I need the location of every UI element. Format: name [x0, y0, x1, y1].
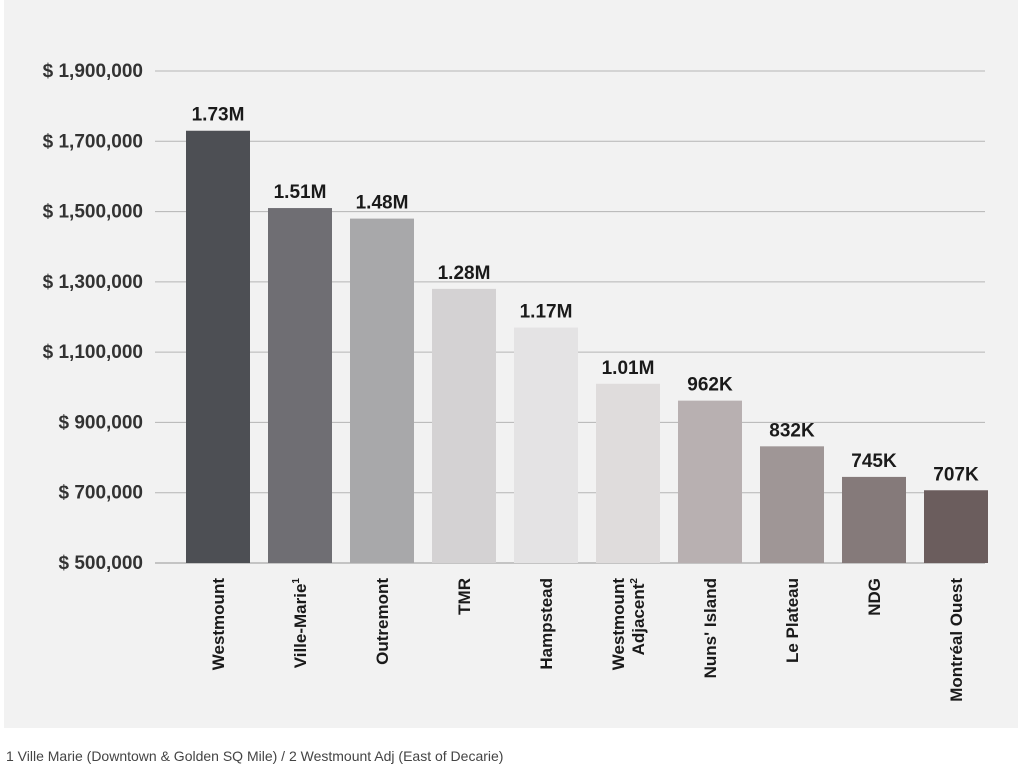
x-tick-label: Nuns' Island: [701, 578, 720, 678]
bar: [760, 446, 824, 563]
y-tick-label: $ 500,000: [58, 553, 143, 574]
bar: [186, 130, 250, 563]
bar: [842, 476, 906, 563]
x-tick-label: TMR: [455, 578, 474, 615]
data-label: 1.73M: [192, 105, 245, 126]
bar: [350, 218, 414, 563]
footnote-marker: 1: [291, 578, 302, 584]
y-tick-label: $ 1,900,000: [43, 61, 143, 82]
y-tick-label: $ 1,300,000: [43, 272, 143, 293]
bar: [432, 288, 496, 563]
x-tick-label: Montréal Ouest: [947, 578, 966, 702]
data-label: 1.01M: [602, 358, 655, 379]
x-tick-label: Outremont: [373, 578, 392, 665]
data-label: 962K: [687, 375, 733, 396]
footnote: 1 Ville Marie (Downtown & Golden SQ Mile…: [6, 748, 504, 764]
x-tick-label: Westmount: [209, 578, 228, 671]
bar: [924, 490, 988, 563]
data-label: 707K: [933, 464, 979, 485]
bar: [514, 327, 578, 563]
y-tick-label: $ 900,000: [58, 412, 143, 433]
x-tick-label: Westmount: [609, 578, 628, 671]
footnote-marker: 2: [629, 578, 640, 584]
data-label: 1.51M: [274, 182, 327, 203]
data-label: 832K: [769, 420, 815, 441]
y-tick-label: $ 1,100,000: [43, 342, 143, 363]
y-tick-label: $ 1,700,000: [43, 131, 143, 152]
x-tick-label: Ville-Marie1: [291, 578, 310, 669]
y-tick-label: $ 700,000: [58, 483, 143, 504]
bar: [268, 208, 332, 564]
chart-panel: [4, 0, 1018, 728]
x-tick-label: NDG: [865, 578, 884, 616]
x-tick-label: Hampstead: [537, 578, 556, 670]
data-label: 1.28M: [438, 263, 491, 284]
x-tick-label: Adjacent2: [629, 578, 648, 656]
data-label: 1.48M: [356, 193, 409, 214]
data-label: 1.17M: [520, 302, 573, 323]
data-label: 745K: [851, 451, 897, 472]
bar: [596, 383, 660, 563]
y-tick-label: $ 1,500,000: [43, 202, 143, 223]
bar: [678, 400, 742, 563]
x-tick-label: Le Plateau: [783, 578, 802, 663]
